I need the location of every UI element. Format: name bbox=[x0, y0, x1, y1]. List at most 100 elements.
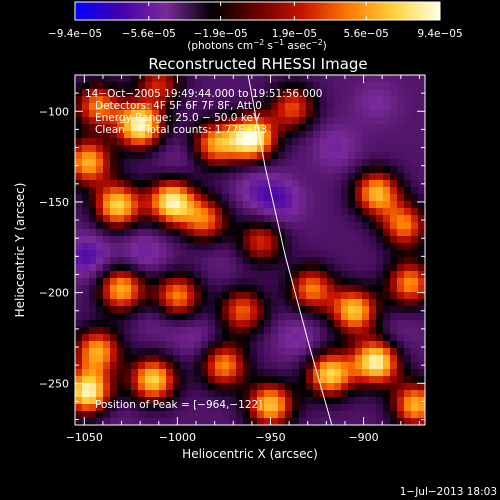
heatmap-cell bbox=[131, 320, 139, 328]
heatmap-cell bbox=[264, 411, 272, 419]
heatmap-cell bbox=[271, 201, 279, 209]
heatmap-cell bbox=[131, 243, 139, 251]
heatmap-cell bbox=[271, 404, 279, 412]
heatmap-cell bbox=[390, 411, 398, 419]
heatmap-cell bbox=[397, 271, 405, 279]
heatmap-cell bbox=[180, 355, 188, 363]
heatmap-cell bbox=[369, 103, 377, 111]
heatmap-cell bbox=[341, 327, 349, 335]
heatmap-cell bbox=[166, 215, 174, 223]
heatmap-cell bbox=[418, 299, 425, 307]
heatmap-cell bbox=[145, 89, 153, 97]
heatmap-cell bbox=[418, 75, 425, 83]
heatmap-cell bbox=[397, 334, 405, 342]
heatmap-cell bbox=[264, 292, 272, 300]
heatmap-cell bbox=[215, 124, 223, 132]
heatmap-cell bbox=[369, 236, 377, 244]
heatmap-cell bbox=[138, 229, 146, 237]
heatmap-cell bbox=[397, 117, 405, 125]
heatmap-cell bbox=[152, 369, 160, 377]
heatmap-cell bbox=[152, 110, 160, 118]
heatmap-cell bbox=[327, 271, 335, 279]
heatmap-cell bbox=[397, 264, 405, 272]
heatmap-cell bbox=[110, 411, 118, 419]
heatmap-cell bbox=[257, 306, 265, 314]
x-axis: −1050 −1000 −950 −900 bbox=[66, 75, 420, 444]
heatmap-cell bbox=[110, 376, 118, 384]
heatmap-cell bbox=[257, 278, 265, 286]
heatmap-cell bbox=[124, 124, 132, 132]
heatmap-cell bbox=[89, 145, 97, 153]
heatmap-cell bbox=[208, 418, 216, 425]
heatmap-cell bbox=[327, 82, 335, 90]
heatmap-cell bbox=[124, 229, 132, 237]
heatmap-cell bbox=[89, 117, 97, 125]
heatmap-cell bbox=[187, 173, 195, 181]
heatmap-cell bbox=[236, 187, 244, 195]
heatmap-cell bbox=[257, 404, 265, 412]
heatmap-cell bbox=[75, 257, 83, 265]
heatmap-cell bbox=[313, 397, 321, 405]
heatmap-cell bbox=[138, 285, 146, 293]
heatmap-cell bbox=[369, 124, 377, 132]
heatmap-cell bbox=[271, 82, 279, 90]
heatmap-cell bbox=[159, 229, 167, 237]
heatmap-cell bbox=[390, 355, 398, 363]
heatmap-cell bbox=[306, 138, 314, 146]
heatmap-cell bbox=[397, 376, 405, 384]
heatmap-cell bbox=[215, 397, 223, 405]
heatmap-cell bbox=[117, 320, 125, 328]
heatmap-cell bbox=[96, 334, 104, 342]
heatmap-cell bbox=[187, 341, 195, 349]
heatmap-cell bbox=[334, 285, 342, 293]
heatmap-cell bbox=[236, 96, 244, 104]
heatmap-cell bbox=[397, 201, 405, 209]
heatmap-cell bbox=[299, 264, 307, 272]
heatmap-cell bbox=[285, 131, 293, 139]
heatmap-cell bbox=[264, 271, 272, 279]
heatmap-cell bbox=[292, 285, 300, 293]
heatmap-cell bbox=[404, 89, 412, 97]
heatmap-cell bbox=[215, 152, 223, 160]
heatmap-cell bbox=[159, 236, 167, 244]
heatmap-cell bbox=[306, 89, 314, 97]
heatmap-cell bbox=[299, 292, 307, 300]
heatmap-cell bbox=[390, 180, 398, 188]
heatmap-cell bbox=[103, 313, 111, 321]
heatmap-cell bbox=[397, 397, 405, 405]
heatmap-cell bbox=[131, 82, 139, 90]
heatmap-cell bbox=[208, 348, 216, 356]
heatmap-cell bbox=[355, 299, 363, 307]
heatmap-cell bbox=[243, 215, 251, 223]
heatmap-cell bbox=[229, 166, 237, 174]
heatmap-cell bbox=[278, 222, 286, 230]
heatmap-cell bbox=[320, 341, 328, 349]
heatmap-cell bbox=[278, 334, 286, 342]
heatmap-cell bbox=[362, 222, 370, 230]
heatmap-cell bbox=[383, 145, 391, 153]
heatmap-cell bbox=[362, 383, 370, 391]
heatmap-cell bbox=[82, 208, 90, 216]
heatmap-cell bbox=[376, 313, 384, 321]
heatmap-cell bbox=[180, 292, 188, 300]
heatmap-cell bbox=[341, 383, 349, 391]
heatmap-cell bbox=[278, 243, 286, 251]
chart-title: Reconstructed RHESSI Image bbox=[148, 55, 367, 73]
heatmap-cell bbox=[89, 369, 97, 377]
heatmap-cell bbox=[271, 299, 279, 307]
heatmap-cell bbox=[222, 194, 230, 202]
heatmap-cell bbox=[418, 292, 425, 300]
x-tick-label: −1000 bbox=[159, 431, 196, 444]
heatmap-cell bbox=[292, 327, 300, 335]
heatmap-cell bbox=[299, 418, 307, 425]
heatmap-cell bbox=[292, 117, 300, 125]
heatmap-cell bbox=[299, 306, 307, 314]
heatmap-cell bbox=[173, 173, 181, 181]
heatmap-cell bbox=[292, 96, 300, 104]
heatmap-cell bbox=[348, 201, 356, 209]
heatmap-cell bbox=[159, 327, 167, 335]
heatmap-cell bbox=[369, 348, 377, 356]
heatmap-cell bbox=[138, 138, 146, 146]
colorbar: −9.4e−05 −5.6e−05 −1.9e−05 1.9e−05 5.6e−05 9.… bbox=[48, 1, 463, 52]
heatmap-cell bbox=[362, 285, 370, 293]
